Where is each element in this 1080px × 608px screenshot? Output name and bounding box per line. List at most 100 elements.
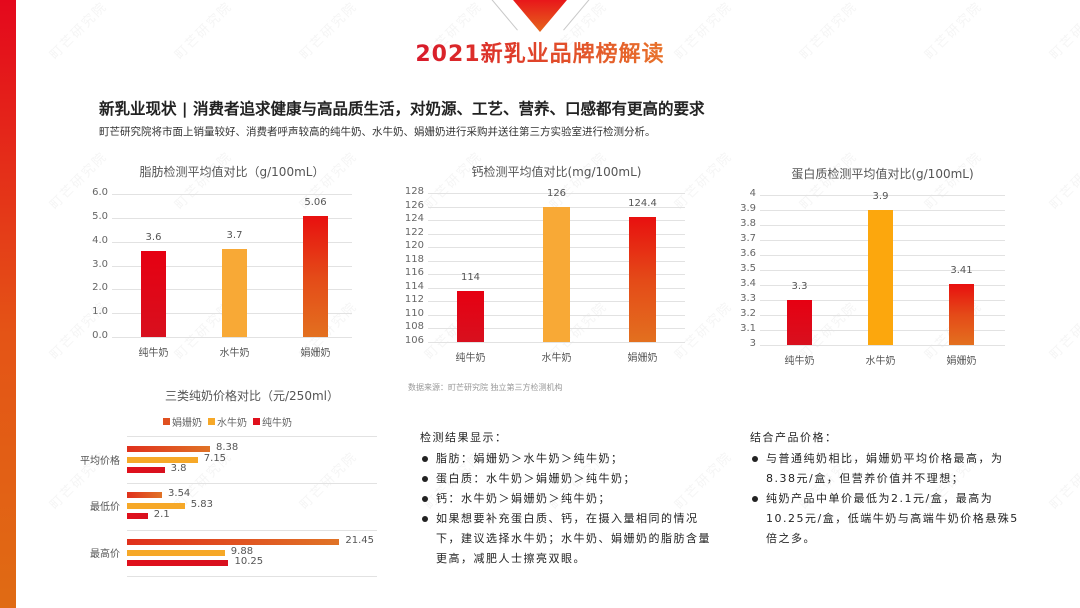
y-tick-label: 5.0 bbox=[92, 210, 108, 222]
y-tick-label: 3.7 bbox=[740, 233, 756, 244]
gridline bbox=[112, 241, 352, 243]
price-value-label: 9.88 bbox=[230, 545, 254, 557]
price-bar bbox=[127, 502, 185, 509]
y-tick-label: 4 bbox=[749, 188, 756, 199]
bar-0 bbox=[787, 300, 812, 345]
y-tick-label: 120 bbox=[404, 240, 424, 252]
gridline bbox=[760, 345, 1005, 346]
gridline bbox=[127, 436, 377, 437]
y-tick-label: 110 bbox=[404, 307, 424, 319]
price-bar bbox=[127, 467, 165, 473]
price-value-label: 10.25 bbox=[234, 556, 264, 567]
legend-item-buffalo: 水牛奶 bbox=[208, 414, 247, 429]
bar-1 bbox=[222, 248, 247, 337]
bar-1 bbox=[543, 206, 570, 342]
bar-value-label: 124.4 bbox=[628, 198, 657, 210]
top-triangle-decor bbox=[508, 0, 572, 32]
gridline bbox=[428, 193, 685, 194]
gridline bbox=[112, 337, 352, 338]
bar-value-label: 3.41 bbox=[950, 264, 973, 276]
left-accent-bar bbox=[0, 0, 16, 608]
y-tick-label: 122 bbox=[404, 226, 424, 238]
legend-item-juanshan: 娟姗奶 bbox=[163, 414, 202, 429]
x-category-label: 纯牛奶 bbox=[455, 353, 486, 364]
bar-value-label: 5.06 bbox=[304, 197, 327, 209]
y-tick-label: 116 bbox=[404, 267, 424, 279]
watermark-text: 町芒研究院 bbox=[297, 449, 361, 513]
y-tick-label: 3.4 bbox=[740, 278, 756, 289]
x-category-label: 纯牛奶 bbox=[784, 356, 815, 367]
price-value-label: 2.1 bbox=[153, 509, 170, 520]
findings-item: 蛋白质：水牛奶＞娟姗奶＞纯牛奶； bbox=[420, 469, 720, 489]
gridline bbox=[127, 483, 377, 484]
bar-value-label: 3.3 bbox=[791, 281, 808, 292]
y-tick-label: 6.0 bbox=[92, 187, 108, 198]
y-tick-label: 4.0 bbox=[92, 234, 108, 246]
legend-swatch-icon bbox=[163, 418, 170, 425]
x-category-label: 纯牛奶 bbox=[138, 348, 169, 359]
bar-0 bbox=[141, 251, 166, 337]
price-bar bbox=[127, 446, 210, 452]
data-source-note: 数据来源：町芒研究院 独立第三方检测机构 bbox=[408, 383, 563, 392]
gridline bbox=[112, 217, 352, 219]
price-bar bbox=[127, 492, 163, 498]
price-value-label: 21.45 bbox=[345, 535, 374, 546]
price-value-label: 5.83 bbox=[190, 498, 213, 510]
findings-block: 检测结果显示： 脂肪：娟姗奶＞水牛奶＞纯牛奶； 蛋白质：水牛奶＞娟姗奶＞纯牛奶；… bbox=[420, 428, 720, 569]
findings-item: 脂肪：娟姗奶＞水牛奶＞纯牛奶； bbox=[420, 449, 720, 469]
price-chart-title: 三类纯奶价格对比（元/250ml） bbox=[165, 389, 339, 403]
y-tick-label: 3.8 bbox=[740, 218, 756, 229]
y-tick-label: 108 bbox=[404, 321, 424, 333]
y-tick-label: 128 bbox=[404, 186, 424, 197]
bar-2 bbox=[629, 217, 656, 342]
y-tick-label: 126 bbox=[404, 199, 424, 211]
y-tick-label: 0.0 bbox=[92, 330, 108, 341]
fat-chart-title: 脂肪检测平均值对比（g/100mL） bbox=[139, 165, 325, 179]
y-tick-label: 3.2 bbox=[740, 308, 756, 319]
y-category-label: 平均价格 bbox=[80, 456, 120, 467]
price-bar bbox=[127, 539, 340, 545]
page-title: 2021新乳业品牌榜解读 bbox=[415, 42, 665, 67]
price-notes-item: 纯奶产品中单价最低为2.1元/盒，最高为10.25元/盒，低端牛奶与高端牛奶价格… bbox=[750, 489, 1020, 549]
bar-1 bbox=[868, 210, 893, 345]
y-tick-label: 3.6 bbox=[740, 248, 756, 259]
y-tick-label: 3.0 bbox=[92, 258, 108, 270]
y-tick-label: 3.5 bbox=[740, 263, 756, 274]
bar-2 bbox=[303, 216, 328, 337]
x-category-label: 水牛奶 bbox=[219, 348, 250, 359]
y-tick-label: 3.3 bbox=[740, 293, 756, 304]
legend-item-pure: 纯牛奶 bbox=[253, 414, 292, 429]
y-tick-label: 118 bbox=[404, 253, 424, 265]
findings-list: 脂肪：娟姗奶＞水牛奶＞纯牛奶； 蛋白质：水牛奶＞娟姗奶＞纯牛奶； 钙：水牛奶＞娟… bbox=[420, 449, 720, 569]
bar-value-label: 3.6 bbox=[145, 232, 162, 244]
watermark-text: 町芒研究院 bbox=[1047, 299, 1080, 363]
x-category-label: 娟姗奶 bbox=[627, 353, 658, 364]
x-category-label: 娟姗奶 bbox=[946, 356, 977, 367]
watermark-text: 町芒研究院 bbox=[1047, 149, 1080, 213]
findings-item: 如果想要补充蛋白质、钙，在摄入量相同的情况下，建议选择水牛奶；水牛奶、娟姗奶的脂… bbox=[420, 509, 720, 569]
y-category-label: 最高价 bbox=[90, 549, 120, 560]
protein-chart-title: 蛋白质检测平均值对比(g/100mL) bbox=[791, 167, 974, 181]
bar-value-label: 3.9 bbox=[872, 191, 889, 202]
bar-2 bbox=[949, 283, 974, 345]
x-category-label: 水牛奶 bbox=[865, 356, 896, 367]
bar-value-label: 114 bbox=[460, 272, 481, 284]
price-value-label: 3.8 bbox=[170, 463, 187, 474]
price-notes-list: 与普通纯奶相比，娟姗奶平均价格最高，为8.38元/盒，但营养价值并不理想； 纯奶… bbox=[750, 449, 1020, 549]
findings-heading: 检测结果显示： bbox=[420, 431, 508, 444]
subline: 町芒研究院将市面上销量较好、消费者呼声较高的纯牛奶、水牛奶、娟姗奶进行采购并送往… bbox=[99, 126, 656, 138]
price-value-label: 8.38 bbox=[215, 442, 239, 453]
price-bar bbox=[127, 513, 148, 519]
bar-0 bbox=[457, 291, 484, 342]
gridline bbox=[112, 194, 352, 195]
price-value-label: 7.15 bbox=[203, 452, 227, 464]
legend-swatch-icon bbox=[208, 418, 215, 425]
price-bar bbox=[127, 560, 229, 566]
price-chart-legend: 娟姗奶 水牛奶 纯牛奶 bbox=[163, 414, 292, 429]
y-tick-label: 114 bbox=[404, 280, 424, 292]
findings-item: 钙：水牛奶＞娟姗奶＞纯牛奶； bbox=[420, 489, 720, 509]
headline: 新乳业现状 | 消费者追求健康与高品质生活，对奶源、工艺、营养、口感都有更高的要… bbox=[99, 100, 705, 118]
price-notes-heading: 结合产品价格： bbox=[750, 431, 838, 444]
y-tick-label: 3 bbox=[749, 338, 756, 349]
y-tick-label: 106 bbox=[404, 335, 424, 346]
